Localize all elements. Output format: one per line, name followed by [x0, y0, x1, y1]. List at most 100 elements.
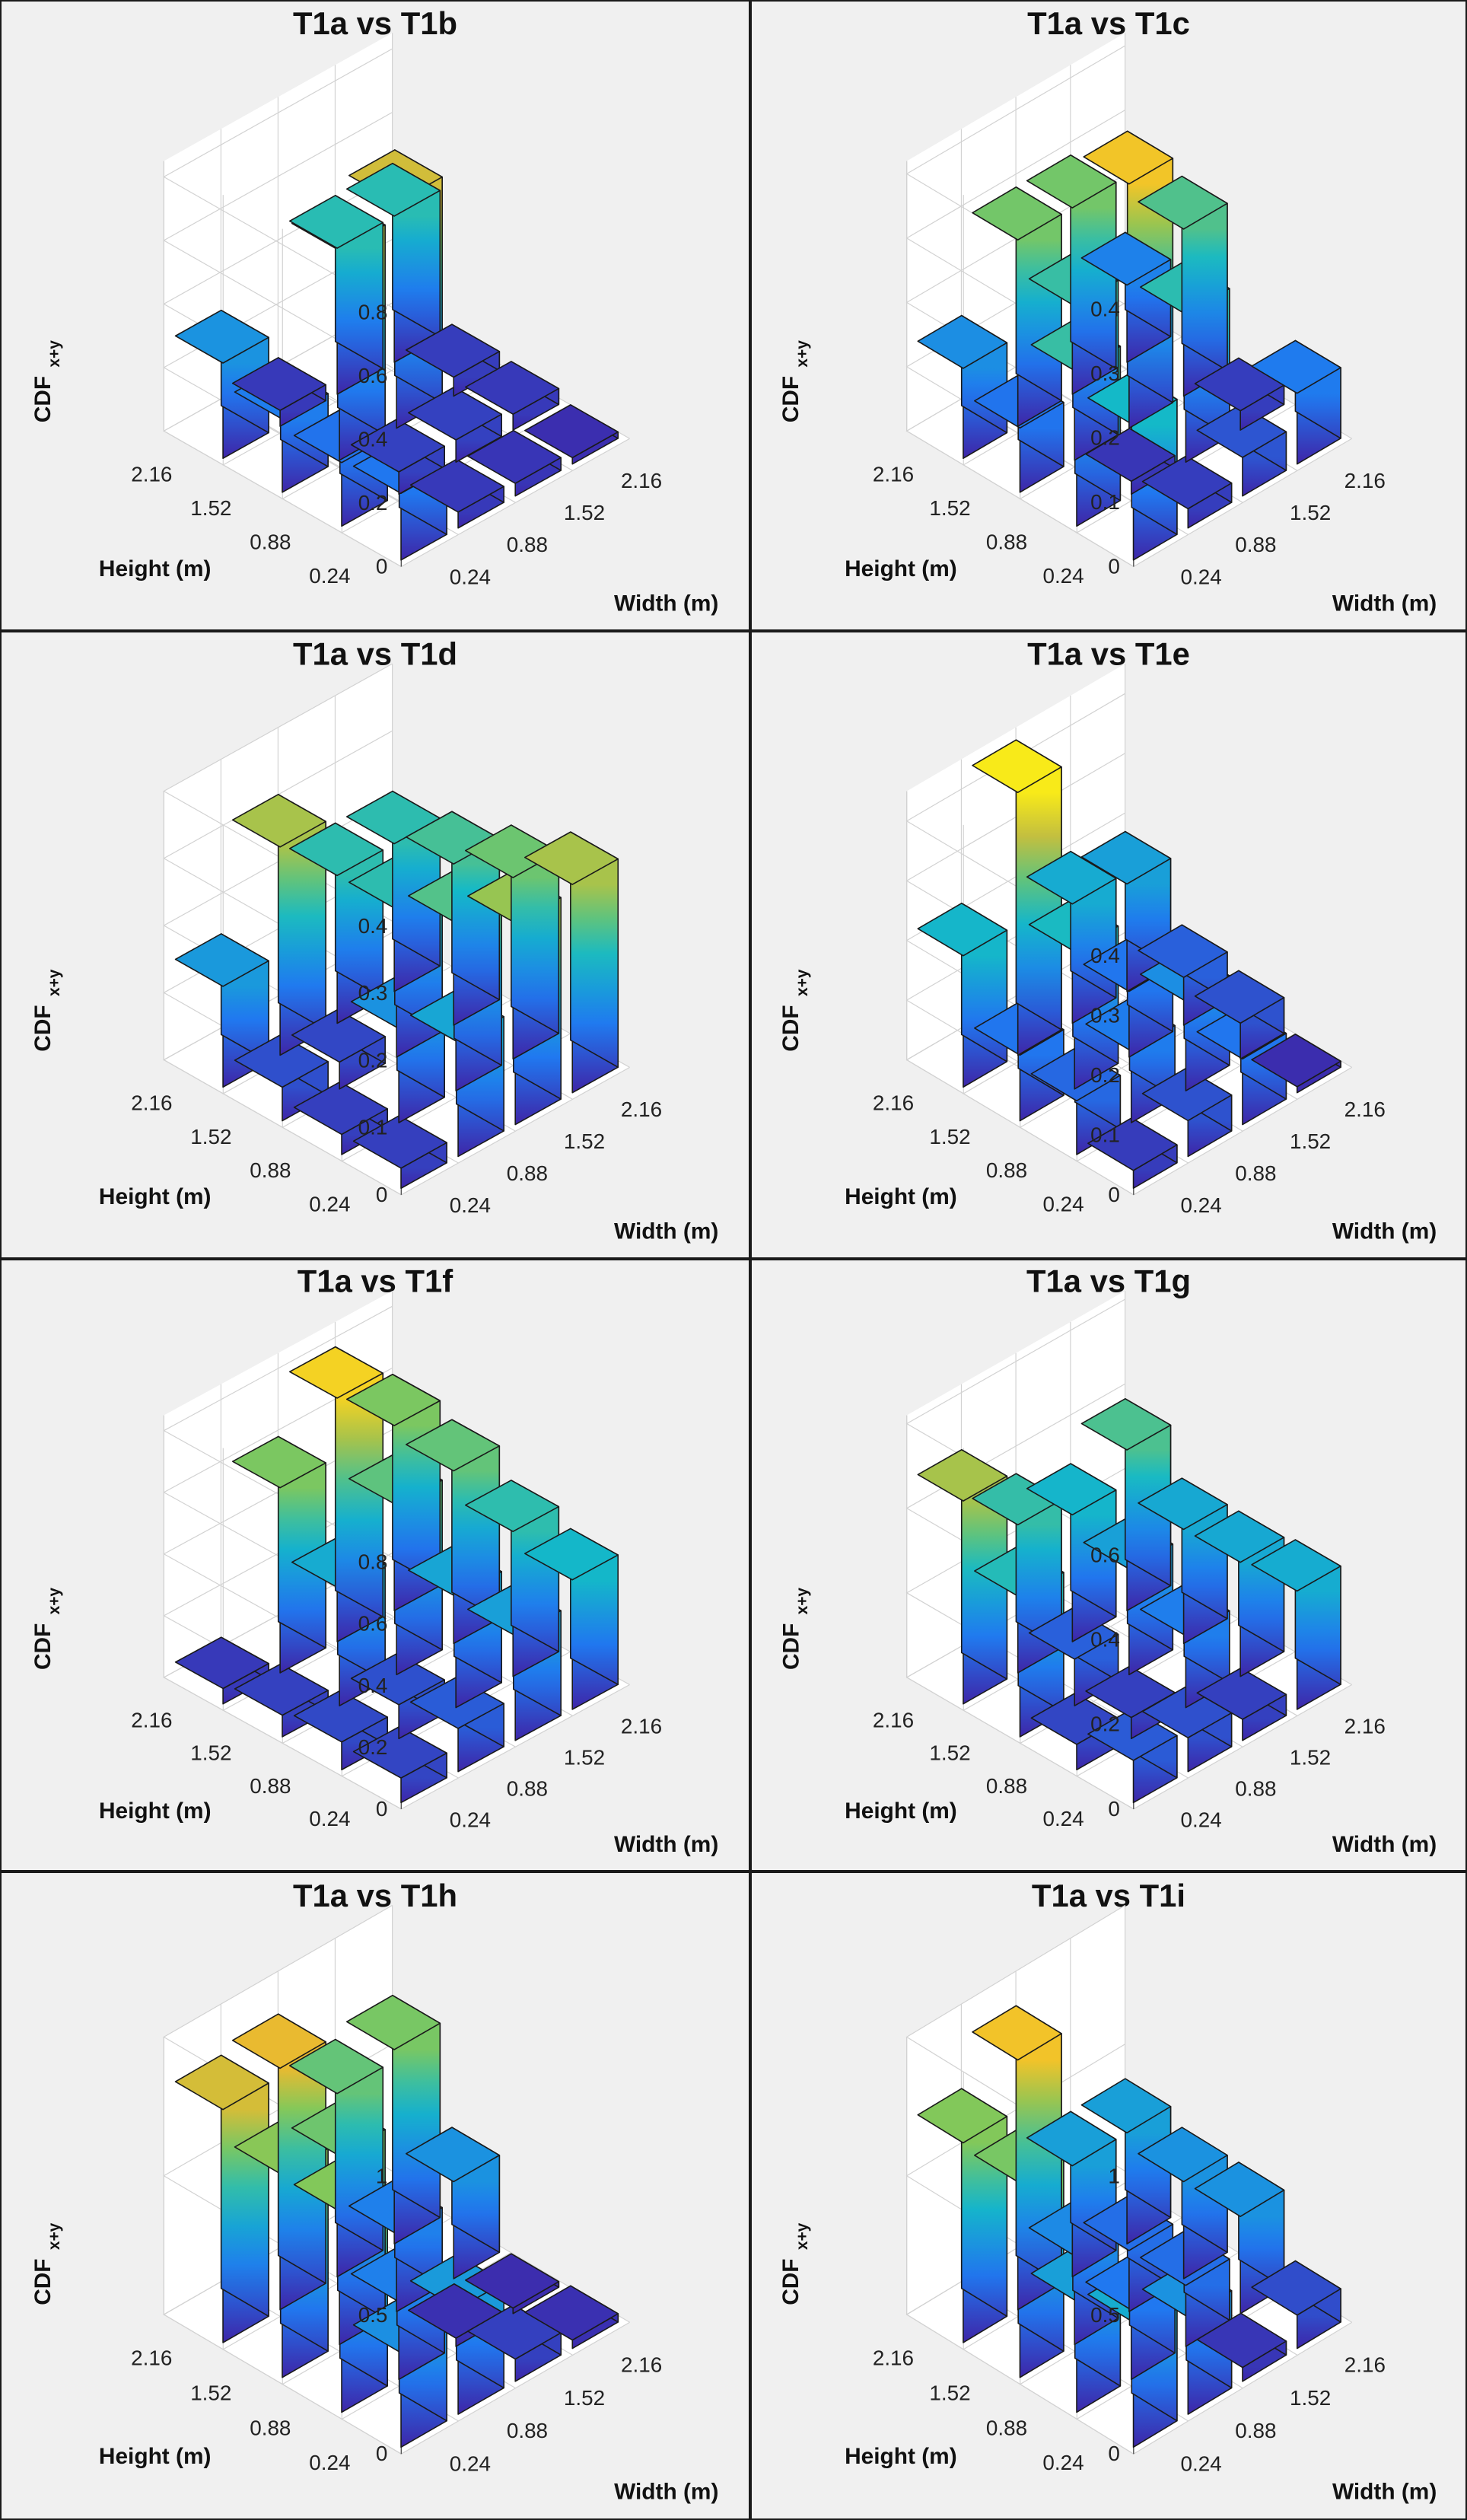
z-tick-label: 0.4 — [1090, 298, 1120, 321]
height-tick-label: 2.16 — [131, 462, 172, 486]
bars — [174, 1346, 619, 1804]
chart-panel: T1a vs T1i 0 0.5 1 0.24 0.88 1.52 2.16 0.24 0.88 1… — [750, 1872, 1467, 2520]
width-tick-label: 0.24 — [450, 1808, 491, 1831]
bar-top-face — [917, 314, 1008, 369]
bar — [524, 831, 619, 1094]
bar-top-face — [1026, 2111, 1117, 2167]
bar — [1080, 1397, 1172, 1611]
bar-top-face — [465, 2253, 560, 2309]
height-tick-label: 1.52 — [190, 1741, 231, 1765]
bar-top-face — [1026, 155, 1117, 209]
z-tick-label: 0.3 — [1090, 362, 1120, 385]
height-axis-label: Height (m) — [845, 1798, 957, 1824]
bar — [1080, 830, 1172, 992]
width-tick-label: 0.88 — [507, 1161, 548, 1185]
width-tick-label: 0.24 — [1181, 1193, 1222, 1217]
width-tick-label: 1.52 — [1290, 1746, 1331, 1770]
height-tick-label: 0.24 — [309, 564, 350, 588]
z-tick-label: 0 — [1108, 1797, 1120, 1821]
z-tick-label: 0.8 — [358, 1550, 388, 1574]
height-tick-label: 0.88 — [250, 2416, 291, 2439]
chart-title: T1a vs T1e — [1027, 636, 1190, 672]
height-tick-label: 0.24 — [1042, 2451, 1084, 2474]
bar-top-face — [467, 429, 562, 484]
bar — [1194, 970, 1285, 1060]
bar — [409, 458, 504, 529]
z-tick-label: 0 — [1108, 554, 1120, 578]
bar — [1080, 2078, 1172, 2244]
height-axis-label: Height (m) — [99, 1184, 212, 1209]
bar-top-face — [406, 1419, 501, 1472]
height-tick-label: 1.52 — [929, 1741, 970, 1765]
width-tick-label: 1.52 — [1290, 2386, 1331, 2410]
z-tick-label: 0.4 — [358, 1674, 388, 1697]
bar-top-face — [345, 162, 441, 217]
height-tick-label: 2.16 — [131, 2346, 172, 2370]
bar — [467, 2304, 562, 2382]
z-tick-label: 0.2 — [358, 1735, 388, 1759]
bar3d-chart: T1a vs T1i 0 0.5 1 0.24 0.88 1.52 2.16 0.24 0.88 1… — [778, 1878, 1437, 2504]
bar — [291, 1008, 386, 1090]
bar — [407, 386, 502, 463]
bar-top-face — [1138, 2127, 1228, 2183]
bar-top-face — [1251, 1034, 1341, 1088]
z-axis-label-main: CDF — [30, 2258, 56, 2305]
bar-top-face — [406, 323, 501, 378]
width-axis-label: Width (m) — [1332, 1219, 1437, 1244]
z-axis-label-main: CDF — [778, 1623, 804, 1670]
z-tick-label: 0.8 — [358, 301, 388, 324]
bar — [406, 2127, 501, 2279]
z-tick-label: 0.3 — [1090, 1004, 1120, 1027]
bar-top-face — [1138, 1477, 1228, 1531]
width-tick-label: 0.24 — [1181, 1808, 1222, 1831]
z-axis-label: CDF x+y — [30, 340, 63, 422]
bar-top-face — [972, 186, 1062, 241]
bar-top-face — [174, 309, 269, 364]
z-tick-label: 0 — [1108, 2442, 1120, 2465]
bar-top-face — [524, 404, 619, 459]
height-axis-label: Height (m) — [845, 1184, 957, 1209]
height-tick-label: 0.24 — [1042, 1193, 1084, 1216]
bar — [352, 1115, 447, 1190]
width-tick-label: 0.24 — [1181, 2452, 1222, 2475]
bar — [1196, 1667, 1287, 1741]
height-tick-label: 2.16 — [131, 1091, 172, 1115]
z-axis-label-subscript: x+y — [794, 969, 811, 996]
bar-top-face — [972, 1473, 1062, 1526]
z-axis-label-subscript: x+y — [46, 1588, 63, 1615]
width-tick-label: 0.88 — [1235, 533, 1276, 556]
bar-top-face — [288, 194, 384, 249]
width-tick-label: 0.88 — [1235, 1161, 1276, 1185]
height-tick-label: 2.16 — [873, 2346, 914, 2370]
width-tick-label: 0.88 — [1235, 1776, 1276, 1800]
chart-title: T1a vs T1b — [293, 5, 457, 41]
bars — [917, 2005, 1341, 2448]
height-axis-label: Height (m) — [99, 1798, 212, 1824]
width-tick-label: 0.88 — [1235, 2419, 1276, 2442]
bars — [917, 739, 1341, 1190]
bar — [231, 357, 326, 427]
bar — [1087, 1117, 1178, 1190]
width-tick-label: 1.52 — [564, 2386, 605, 2410]
bar — [352, 1725, 447, 1804]
width-tick-label: 0.88 — [507, 533, 548, 556]
width-tick-label: 0.24 — [1181, 565, 1222, 588]
width-axis-label: Width (m) — [614, 1219, 718, 1244]
bar — [293, 1690, 388, 1771]
chart-title: T1a vs T1h — [293, 1878, 457, 1913]
width-tick-label: 2.16 — [621, 1715, 662, 1738]
bar-top-face — [524, 1528, 619, 1581]
z-axis-label: CDF x+y — [30, 969, 63, 1051]
width-tick-label: 0.24 — [450, 1193, 491, 1217]
width-tick-label: 1.52 — [1290, 501, 1331, 524]
bar-top-face — [1080, 1397, 1172, 1451]
z-tick-label: 0.4 — [358, 914, 388, 938]
bar-top-face — [231, 1435, 326, 1489]
bar-top-face — [174, 1636, 269, 1690]
bar-top-face — [1083, 130, 1174, 185]
width-axis-label: Width (m) — [1332, 591, 1437, 616]
bar-top-face — [465, 361, 560, 415]
bars — [917, 130, 1341, 561]
height-tick-label: 0.88 — [986, 2416, 1027, 2439]
